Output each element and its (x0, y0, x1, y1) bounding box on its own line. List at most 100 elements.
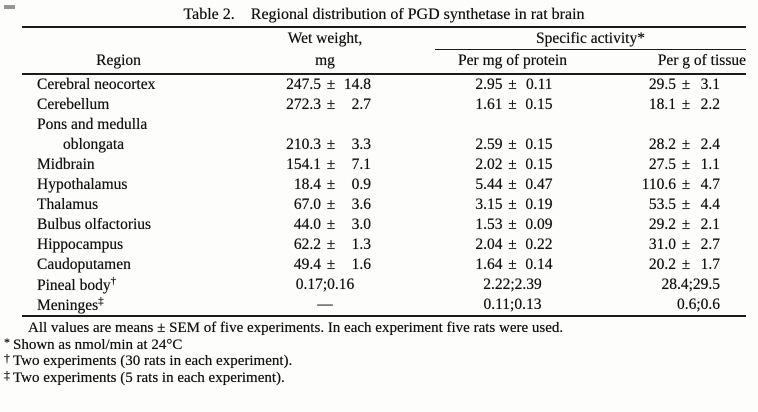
cell-error: 14.8 (343, 76, 371, 93)
cell-error: 0.15 (525, 156, 553, 173)
footnote-text: All values are means ± SEM of five exper… (28, 320, 564, 336)
per-mg-protein-header: Per mg of protein (458, 52, 567, 69)
cell-error: 0.09 (525, 216, 553, 233)
protein-cell: 0.11;0.13 (435, 296, 590, 314)
plus-minus: ± (681, 236, 691, 253)
cell-error: 3.1 (700, 76, 720, 93)
footnotes: All values are means ± SEM of five exper… (4, 320, 758, 386)
cell-value: 29.2 (648, 216, 676, 233)
region-cell: oblongata (22, 136, 215, 154)
footnote-line: All values are means ± SEM of five exper… (4, 320, 758, 337)
cell-text: 0.17;0.16 (295, 276, 355, 294)
cell-value: 62.2 (293, 236, 321, 253)
table-row: Midbrain 154.1 ±7.1 2.02 ±0.15 27.5 ±1.1 (22, 155, 746, 175)
region-column-header: Region (22, 28, 215, 73)
region-cell: Pineal body† (22, 275, 215, 295)
cell-error: 0.15 (525, 96, 553, 113)
wet-weight-column-header: Wet weight, mg (215, 28, 435, 73)
region-label: Cerebellum (37, 96, 110, 113)
region-cell: Bulbus olfactorius (22, 216, 215, 234)
scan-artifact (4, 5, 15, 9)
region-label: Thalamus (37, 196, 99, 213)
cell-value: 29.5 (648, 76, 676, 93)
cell-value: 110.6 (641, 176, 676, 193)
cell-value: 44.0 (293, 216, 321, 233)
plus-minus: ± (681, 156, 691, 173)
cell-error: 2.2 (700, 96, 720, 113)
footnote-marker: ‡ (98, 295, 104, 307)
cell-error: 0.15 (525, 136, 553, 153)
protein-cell: 2.04 ±0.22 (435, 236, 590, 254)
plus-minus: ± (508, 76, 517, 93)
plus-minus: ± (681, 96, 691, 113)
cell-text: 2.22;2.39 (483, 276, 542, 294)
region-cell: Meninges‡ (22, 295, 215, 315)
wet-weight-header-line1: Wet weight, (287, 30, 363, 47)
protein-cell: 2.22;2.39 (435, 276, 590, 294)
cell-value: 2.04 (475, 236, 503, 253)
wet-cell: 44.0 ±3.0 (215, 216, 435, 234)
plus-minus: ± (326, 176, 336, 193)
per-g-tissue-header: Per g of tissue (657, 52, 746, 69)
specific-activity-label: Specific activity* (435, 28, 746, 50)
region-cell: Pons and medulla (22, 116, 215, 134)
cell-error: 0.14 (525, 256, 553, 273)
tissue-cell: 29.5 ±3.1 (590, 76, 746, 94)
plus-minus: ± (681, 196, 691, 213)
plus-minus: ± (508, 216, 517, 233)
cell-value: 53.5 (648, 196, 676, 213)
cell-value: 154.1 (286, 156, 321, 173)
plus-minus: ± (508, 176, 517, 193)
region-label: Caudoputamen (37, 256, 131, 273)
cell-value: 67.0 (293, 196, 321, 213)
region-header-label: Region (96, 52, 141, 69)
table-title: Table 2. Regional distribution of PGD syn… (22, 0, 746, 26)
footnote-line: ‡ Two experiments (5 rats in each experim… (4, 367, 758, 387)
protein-cell: 3.15 ±0.19 (435, 196, 590, 214)
region-label: Hippocampus (37, 236, 124, 253)
cell-error: 7.1 (351, 156, 371, 173)
region-label: Bulbus olfactorius (37, 216, 152, 233)
protein-cell: 1.64 ±0.14 (435, 256, 590, 274)
cell-value: 31.0 (648, 236, 676, 253)
plus-minus: ± (508, 256, 517, 273)
cell-value: 18.1 (648, 96, 676, 113)
plus-minus: ± (326, 76, 336, 93)
cell-value: 20.2 (648, 256, 676, 273)
cell-value: 1.53 (475, 216, 503, 233)
tissue-cell: 31.0 ±2.7 (590, 236, 746, 254)
wet-cell: — (215, 296, 435, 314)
plus-minus: ± (681, 256, 691, 273)
table-row: Cerebral neocortex 247.5 ±14.8 2.95 ±0.11 29.… (22, 75, 746, 95)
region-label: Pons and medulla (37, 116, 148, 133)
plus-minus: ± (508, 136, 517, 153)
protein-cell: 1.53 ±0.09 (435, 216, 590, 234)
cell-error: 2.1 (700, 216, 720, 233)
plus-minus: ± (326, 96, 336, 113)
table-row: Thalamus 67.0 ±3.6 3.15 ±0.19 53.5 ±4.4 (22, 195, 746, 215)
cell-error: 4.7 (700, 176, 720, 193)
footnote-line: * Shown as nmol/min at 24°C (4, 335, 758, 354)
cell-value: 3.15 (475, 196, 503, 213)
tissue-cell: 53.5 ±4.4 (590, 196, 746, 214)
cell-error: 1.3 (351, 236, 371, 253)
cell-error: 0.47 (525, 176, 553, 193)
region-cell: Cerebellum (22, 96, 215, 114)
footnote-marker: ‡ (4, 367, 10, 382)
wet-cell: 247.5 ±14.8 (215, 76, 435, 94)
wet-cell: 18.4 ±0.9 (215, 176, 435, 194)
cell-value: 1.61 (475, 96, 503, 113)
wet-cell: 49.4 ±1.6 (215, 256, 435, 274)
header-bottom-rule (22, 73, 746, 75)
table-caption: Regional distribution of PGD synthetase … (250, 6, 585, 23)
cell-error: 0.22 (525, 236, 553, 253)
cell-text: 0.11;0.13 (483, 296, 542, 314)
table-row: Pineal body† 0.17;0.16 2.22;2.39 28.4;29.5 (22, 275, 746, 295)
tissue-cell: 28.2 ±2.4 (590, 136, 746, 154)
tissue-cell: 0.6;0.6 (590, 296, 746, 314)
cell-error: 2.7 (351, 96, 371, 113)
region-cell: Cerebral neocortex (22, 76, 215, 94)
tissue-cell: 20.2 ±1.7 (590, 256, 746, 274)
table-row: Meninges‡ — 0.11;0.13 0.6;0.6 (22, 295, 746, 315)
